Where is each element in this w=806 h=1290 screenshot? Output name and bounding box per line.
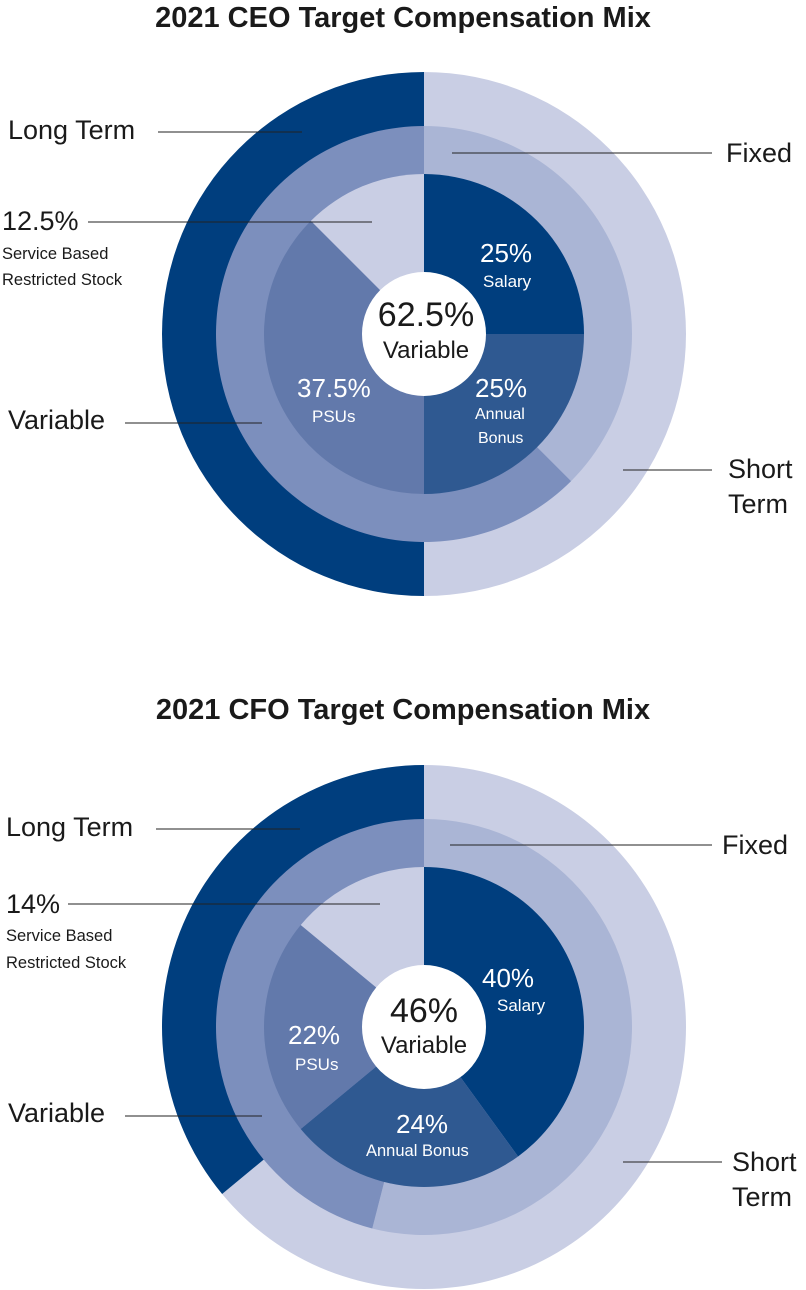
ceo-bonus-name-2: Bonus	[478, 430, 524, 447]
cfo-donut-chart	[68, 765, 722, 1289]
cfo-psu-pct: 22%	[288, 1020, 341, 1050]
callout-variable: Variable	[8, 405, 106, 435]
callout-fixed: Fixed	[726, 138, 793, 168]
callout-restricted-line2: Restricted Stock	[2, 271, 123, 289]
callout-restricted-line2: Restricted Stock	[6, 954, 127, 972]
center-hole	[362, 272, 486, 396]
inner-slice-psus	[264, 925, 424, 1129]
callout-variable: Variable	[8, 1098, 106, 1128]
ceo-center-label: Variable	[382, 337, 470, 364]
ceo-salary-pct: 25%	[480, 238, 533, 268]
callout-restricted-pct: 12.5%	[2, 206, 79, 236]
cfo-center-label: Variable	[380, 1032, 468, 1059]
inner-slice-salary	[424, 867, 584, 1157]
cfo-bonus-pct: 24%	[396, 1109, 449, 1139]
callout-restricted-line1: Service Based	[2, 245, 109, 263]
inner-slice-psus	[264, 220, 424, 494]
callout-short-term-line2: Term	[728, 489, 788, 519]
cfo-salary-name: Salary	[497, 996, 546, 1015]
callout-fixed: Fixed	[722, 830, 789, 860]
callout-short-term-line2: Term	[732, 1182, 792, 1212]
ceo-center-value: 62.5%	[377, 296, 475, 334]
callout-restricted-pct: 14%	[6, 889, 61, 919]
chart-title-cfo: 2021 CFO Target Compensation Mix	[155, 694, 651, 726]
callout-restricted-line1: Service Based	[6, 927, 113, 945]
cfo-psu-name: PSUs	[295, 1055, 339, 1074]
ceo-bonus-name-1: Annual	[475, 406, 525, 423]
ceo-psu-pct: 37.5%	[297, 373, 371, 403]
ceo-salary-name: Salary	[483, 272, 532, 291]
cfo-center-value: 46%	[389, 992, 459, 1030]
cfo-bonus-name: Annual Bonus	[366, 1142, 469, 1160]
ceo-bonus-pct: 25%	[475, 373, 528, 403]
callout-short-term-line1: Short	[732, 1147, 797, 1177]
callout-long-term: Long Term	[6, 812, 134, 842]
inner-slice-annual-bonus	[300, 1027, 519, 1187]
center-hole	[362, 965, 486, 1089]
chart-title-ceo: 2021 CEO Target Compensation Mix	[155, 2, 651, 34]
callout-short-term-line1: Short	[728, 454, 793, 484]
callout-long-term: Long Term	[8, 115, 136, 145]
ceo-psu-name: PSUs	[312, 407, 356, 426]
ceo-donut-chart	[88, 72, 712, 596]
cfo-salary-pct: 40%	[482, 963, 535, 993]
